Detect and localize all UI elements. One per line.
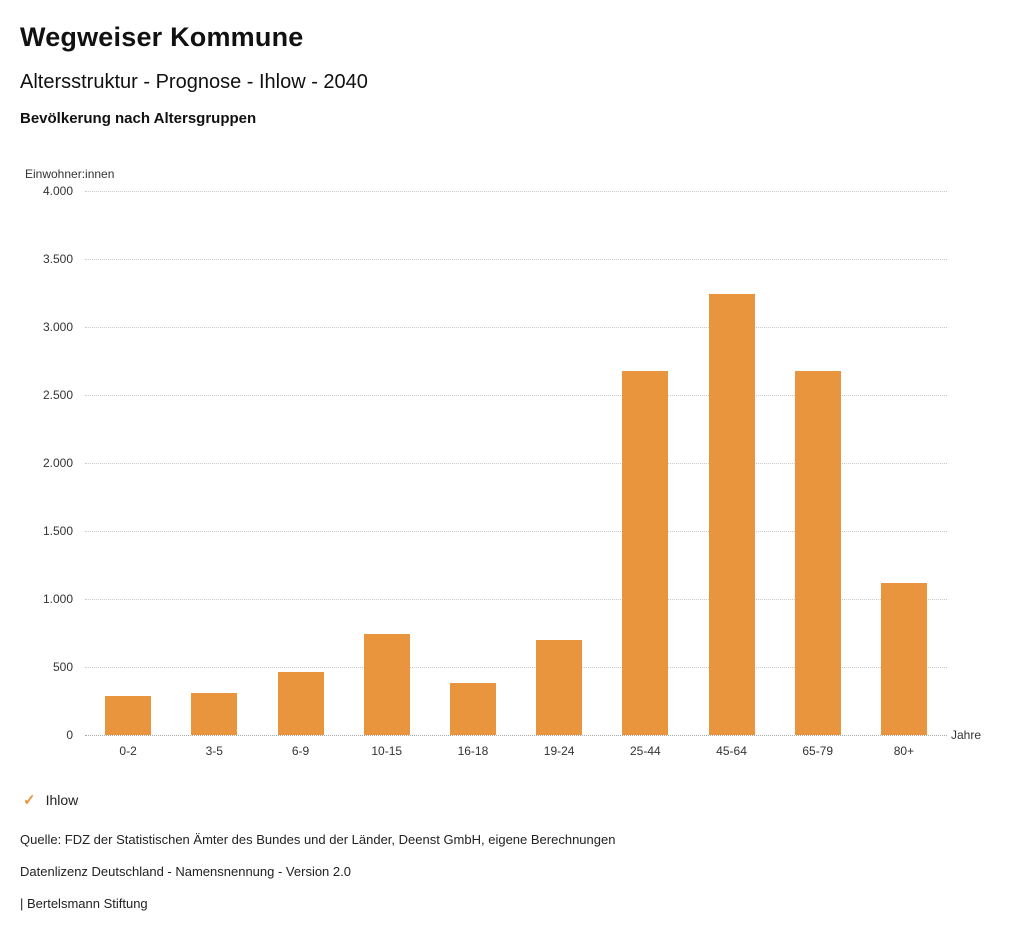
bar-65-79[interactable] xyxy=(794,370,841,735)
y-axis-ticks: 4.000 3.500 3.000 2.500 2.000 1.500 1.000 500 0 xyxy=(20,184,85,742)
bar-slot-3-5 xyxy=(171,191,257,735)
check-icon: ✓ xyxy=(23,791,36,809)
bar-80+[interactable] xyxy=(880,582,927,735)
bar-slot-0-2 xyxy=(85,191,171,735)
bar-slot-25-44 xyxy=(602,191,688,735)
gridline-500 xyxy=(85,667,947,668)
legend-label: Ihlow xyxy=(45,792,79,808)
page-subtitle: Altersstruktur - Prognose - Ihlow - 2040 xyxy=(20,71,368,93)
x-tick-label-25-44: 25-44 xyxy=(629,744,661,758)
bar-25-44[interactable] xyxy=(622,370,669,735)
bar-slot-19-24 xyxy=(516,191,602,735)
y-tick-label-3500: 3.500 xyxy=(42,252,73,266)
y-tick-label-1500: 1.500 xyxy=(42,524,73,538)
y-tick-label-4000: 4.000 xyxy=(42,184,73,198)
gridline-1500 xyxy=(85,531,947,532)
gridline-3000 xyxy=(85,327,947,328)
x-axis-label: Jahre xyxy=(951,728,982,742)
plot-area xyxy=(85,191,947,736)
bar-19-24[interactable] xyxy=(536,639,583,735)
bar-chart: Einwohner:innen 4.000 3.500 3.000 2.500 2.00… xyxy=(20,167,992,758)
attribution-text: | Bertelsmann Stiftung xyxy=(20,896,148,911)
source-text: Quelle: FDZ der Statistischen Ämter des … xyxy=(20,832,616,847)
license-text: Datenlizenz Deutschland - Namensnennung … xyxy=(20,864,351,879)
legend-item-ihlow[interactable]: ✓ Ihlow xyxy=(23,792,1004,808)
x-axis-label-col: Jahre xyxy=(947,191,992,742)
bar-slot-45-64 xyxy=(688,191,774,735)
bar-10-15[interactable] xyxy=(363,634,410,735)
bar-slot-10-15 xyxy=(344,191,430,735)
gridline-4000 xyxy=(85,191,947,192)
bar-slot-80+ xyxy=(861,191,947,735)
bar-slot-6-9 xyxy=(257,191,343,735)
y-tick-label-500: 500 xyxy=(52,660,73,674)
gridline-2000 xyxy=(85,463,947,464)
y-tick-label-0: 0 xyxy=(66,728,73,742)
bar-slot-65-79 xyxy=(775,191,861,735)
y-tick-label-1000: 1.000 xyxy=(42,592,73,606)
x-tick-label-65-79: 65-79 xyxy=(802,744,834,758)
bar-0-2[interactable] xyxy=(105,695,152,735)
gridline-0 xyxy=(85,735,947,736)
x-tick-label-3-5: 3-5 xyxy=(205,744,223,758)
x-tick-label-16-18: 16-18 xyxy=(457,744,489,758)
y-axis-label: Einwohner:innen xyxy=(25,167,115,181)
chart-title: Bevölkerung nach Altersgruppen xyxy=(20,110,257,127)
y-tick-label-2000: 2.000 xyxy=(42,456,73,470)
gridline-2500 xyxy=(85,395,947,396)
x-tick-label-6-9: 6-9 xyxy=(291,744,310,758)
x-tick-label-10-15: 10-15 xyxy=(371,744,403,758)
bar-3-5[interactable] xyxy=(191,692,238,735)
x-tick-label-45-64: 45-64 xyxy=(716,744,747,758)
bar-6-9[interactable] xyxy=(277,672,324,735)
bar-slot-16-18 xyxy=(430,191,516,735)
y-tick-label-3000: 3.000 xyxy=(42,320,73,334)
bar-45-64[interactable] xyxy=(708,294,755,735)
x-tick-label-19-24: 19-24 xyxy=(543,744,575,758)
gridline-3500 xyxy=(85,259,947,260)
bar-16-18[interactable] xyxy=(449,683,496,735)
plot-grid: 4.000 3.500 3.000 2.500 2.000 1.500 1.000 500 0 … xyxy=(20,184,992,742)
y-tick-label-2500: 2.500 xyxy=(42,388,73,402)
x-tick-label-80+: 80+ xyxy=(893,744,915,758)
footer: Quelle: FDZ der Statistischen Ämter des … xyxy=(20,832,1004,911)
bars xyxy=(85,191,947,735)
x-tick-label-0-2: 0-2 xyxy=(119,744,137,758)
x-axis-ticks: 0-2 3-5 6-9 10-15 16-18 19-24 25-44 45-64 65-79 8… xyxy=(85,744,947,758)
gridline-1000 xyxy=(85,599,947,600)
page-title: Wegweiser Kommune xyxy=(20,22,304,52)
